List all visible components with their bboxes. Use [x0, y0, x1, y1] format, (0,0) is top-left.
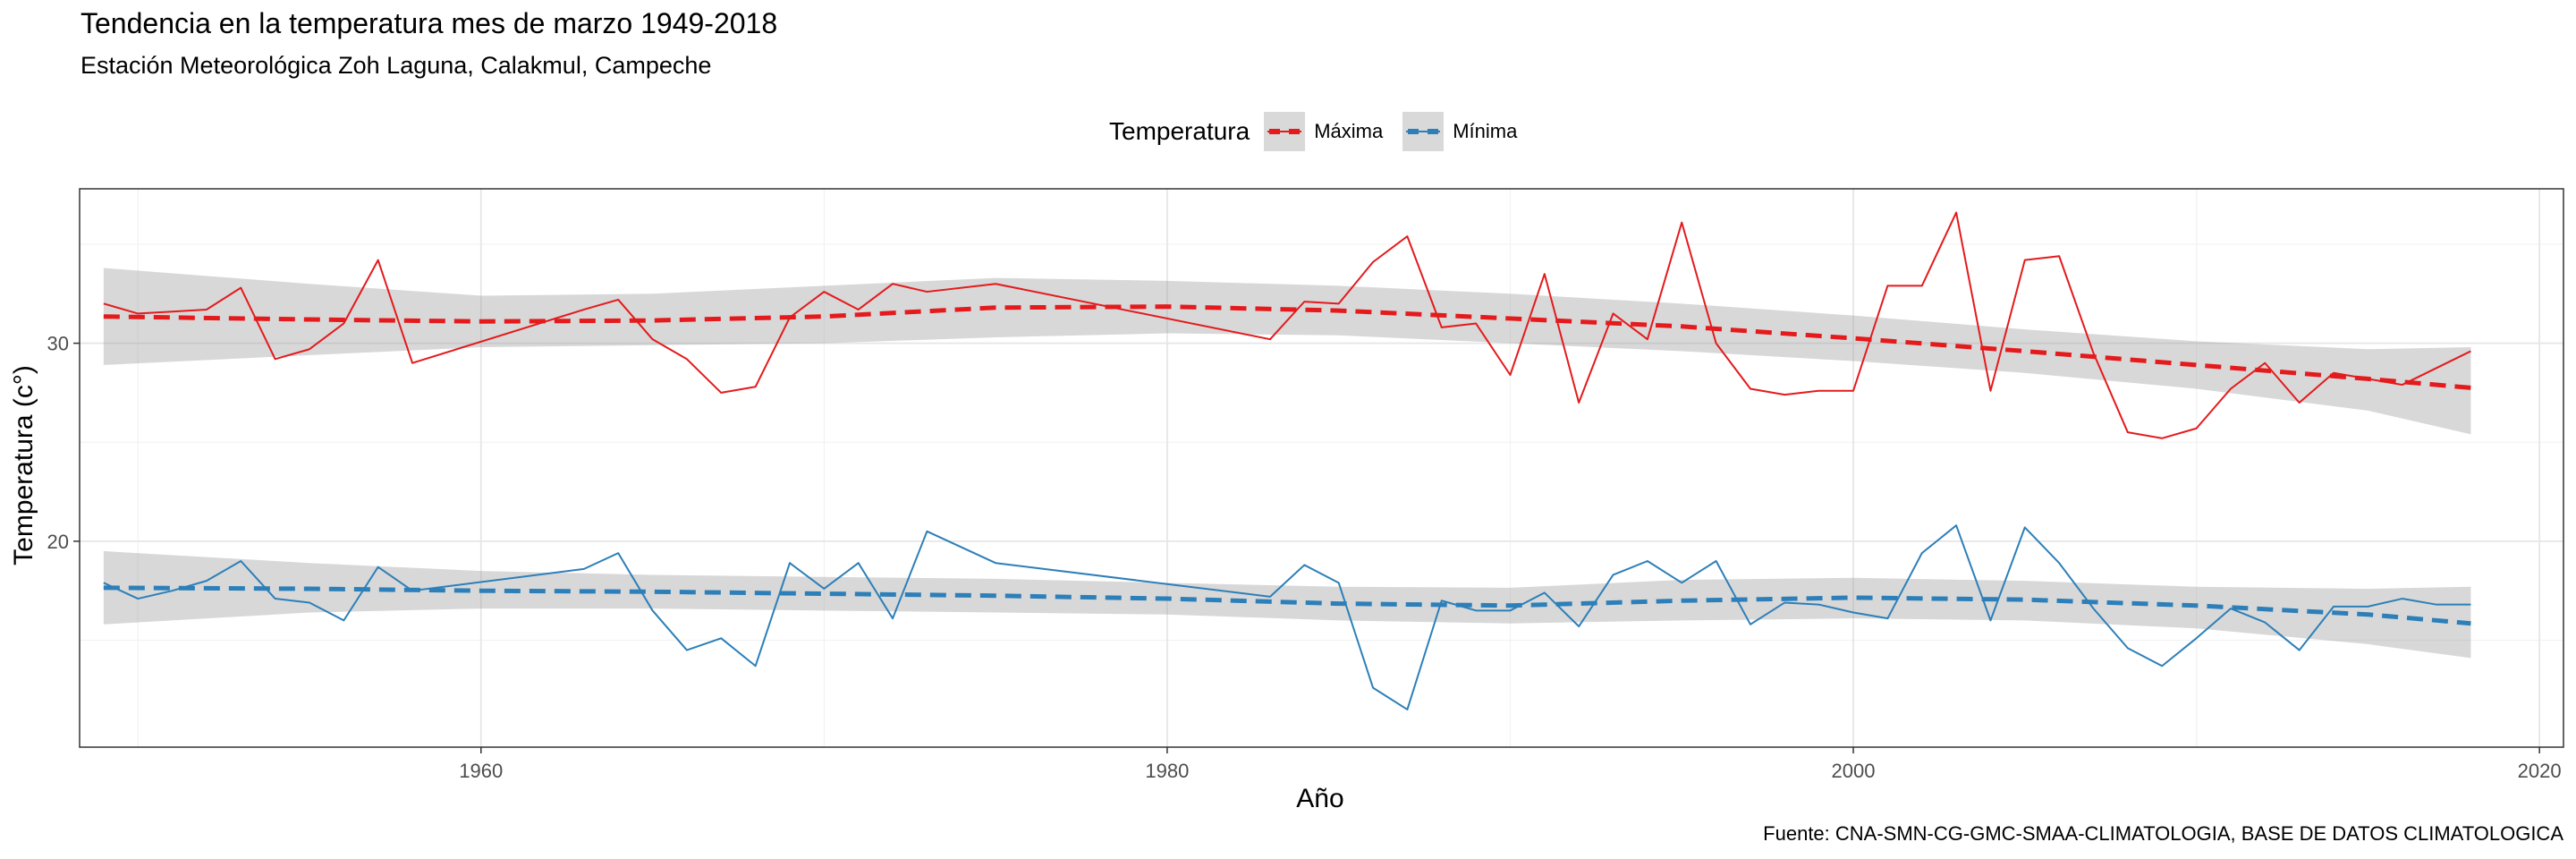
chart-title: Tendencia en la temperatura mes de marzo…: [80, 7, 778, 39]
x-tick-label: 2000: [1832, 760, 1876, 782]
panel-border: [79, 188, 2564, 748]
legend-title: Temperatura: [1109, 117, 1250, 145]
trend-line-minima: [103, 585, 2471, 626]
x-axis-title: Año: [1296, 784, 1343, 813]
x-tick-label: 1980: [1145, 760, 1189, 782]
y-axis-title: Temperatura (c°): [9, 365, 38, 566]
y-tick-label: 30: [47, 333, 69, 355]
y-tick-label: 20: [47, 531, 69, 553]
chart-subtitle: Estación Meteorológica Zoh Laguna, Calak…: [80, 52, 712, 79]
confidence-bands: [103, 268, 2471, 659]
series-line-minima: [103, 524, 2471, 710]
grid-layer: [80, 189, 2563, 747]
x-tick-label: 1960: [459, 760, 503, 782]
series-line-maxima: [103, 211, 2471, 439]
source-caption: Fuente: CNA-SMN-CG-GMC-SMAA-CLIMATOLOGIA…: [1763, 822, 2563, 845]
legend-key-maxima: [1264, 112, 1306, 151]
legend-label-maxima: Máxima: [1314, 120, 1384, 142]
legend-key-minima: [1402, 112, 1445, 151]
x-tick-label: 2020: [2518, 760, 2562, 782]
legend-label-minima: Mínima: [1453, 120, 1518, 142]
confidence-band-minima: [103, 550, 2471, 659]
data-lines: [103, 211, 2471, 710]
trend-lines: [103, 304, 2471, 626]
confidence-band-maxima: [103, 268, 2471, 435]
trend-line-maxima: [103, 304, 2471, 390]
legend: Temperatura Máxima Mínima: [1109, 112, 1537, 151]
